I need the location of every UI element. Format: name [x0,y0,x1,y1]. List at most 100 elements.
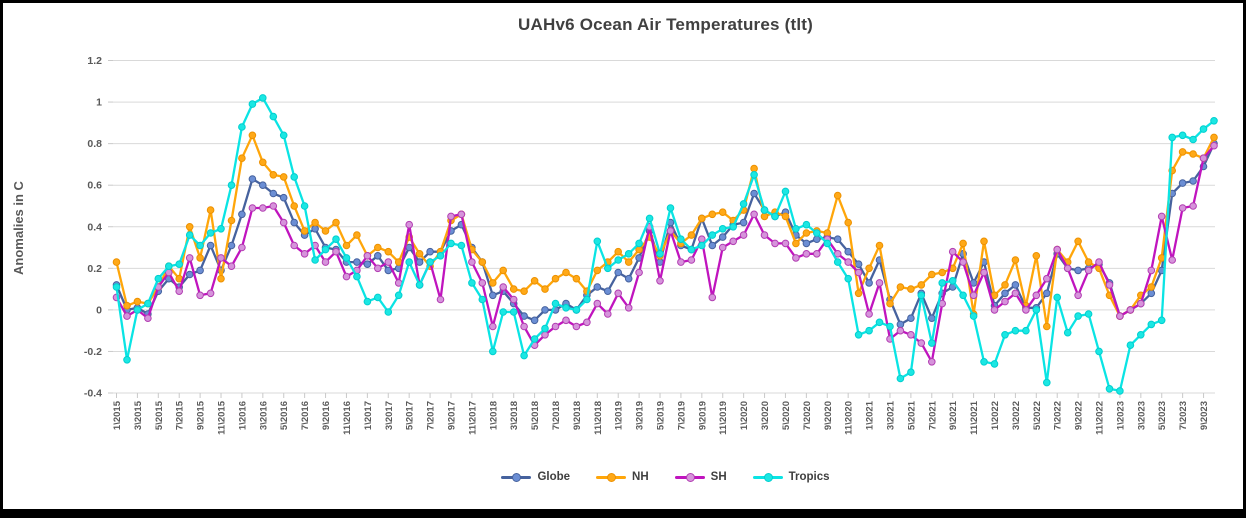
tropics-point [833,258,842,266]
tropics-point [645,214,654,223]
tropics-point [290,173,299,181]
sh-point [489,322,497,331]
globe-point [1011,281,1020,289]
svg-text:11\2017: 11\2017 [467,401,478,435]
legend-label-nh: NH [632,471,649,483]
tropics-point [656,250,664,258]
nh-point [112,258,121,266]
nh-point [185,223,194,231]
svg-text:3\2017: 3\2017 [384,401,395,430]
nh-point [614,247,623,256]
svg-text:9\2022: 9\2022 [1074,401,1085,430]
series-tropics-line [115,96,1216,393]
tropics-point [708,231,717,239]
chart-canvas: 1.2 1 0.8 0.6 0.4 0.2 0 -0.2 -0.4 1\2015 3\2015 5\2… [84,55,1218,435]
tropics-point [1063,328,1072,337]
sh-point [760,231,769,239]
sh-point [698,235,706,243]
nh-point [823,229,832,237]
chart-legend: Globe NH SH Tropics [113,471,1218,483]
tropics-point [802,220,811,229]
sh-point [677,258,685,266]
nh-point [123,301,131,310]
svg-text:3\2020: 3\2020 [760,401,771,430]
nh-point [886,299,894,308]
tropics-point [436,252,445,260]
svg-text:7\2022: 7\2022 [1053,401,1064,430]
tropics-point [948,277,957,285]
sh-point [865,310,873,318]
globe-point [426,247,434,256]
tropics-point [426,258,434,266]
nh-point [854,289,863,298]
globe-point [739,218,748,227]
globe-point [415,258,424,266]
globe-point [708,241,717,250]
sh-point [1084,266,1093,275]
svg-text:7\2017: 7\2017 [426,401,437,430]
globe-point [802,239,811,248]
sh-point [144,314,152,323]
sh-point [175,287,183,296]
globe-point [206,241,215,250]
nh-point [290,202,299,210]
nh-point [907,285,915,293]
globe-point [1074,266,1082,275]
nh-point [238,154,246,162]
sh-point [332,247,340,256]
globe-point [1178,179,1187,187]
nh-point [332,218,340,227]
nh-point [562,268,570,277]
nh-point [687,231,696,239]
sh-point [1157,212,1166,221]
svg-text:9\2015: 9\2015 [196,400,207,430]
sh-point [1063,264,1072,273]
series-sh-line [115,144,1216,363]
tropics-point [1126,341,1135,350]
globe-point [489,291,497,300]
sh-point [185,254,194,262]
svg-text:0.6: 0.6 [87,180,102,192]
tropics-point [1022,326,1030,335]
nh-point [938,268,947,277]
tropics-point [374,293,382,302]
sh-point [123,312,131,320]
sh-point [708,293,717,302]
sh-point [551,322,560,331]
sh-point [739,231,748,239]
nh-point [593,266,602,275]
sh-point [604,310,612,318]
tropics-point [604,264,612,273]
globe-point [541,306,549,314]
tropics-point [698,241,706,250]
sh-point [917,339,926,347]
svg-text:1.2: 1.2 [87,55,102,67]
nh-point [959,239,967,248]
globe-point [259,181,267,189]
nh-point [133,297,142,306]
svg-text:9\2019: 9\2019 [697,401,708,430]
nh-point [572,274,581,283]
nh-point [300,227,309,235]
tropics-point [771,212,779,221]
tropics-point [1168,133,1176,142]
sh-point [447,212,455,221]
legend-label-tropics: Tropics [788,471,830,483]
sh-point [948,247,957,256]
nh-point [217,274,225,283]
nh-point [750,164,758,173]
svg-text:5\2021: 5\2021 [906,400,917,430]
nh-point [792,239,800,248]
nh-point [499,266,508,275]
nh-point [321,227,330,235]
nh-point [1147,283,1156,291]
nh-point [760,212,769,221]
nh-point [415,250,424,258]
sh-point [635,268,643,277]
globe-point [269,189,278,198]
svg-text:1\2017: 1\2017 [363,401,374,430]
sh-point [1074,291,1082,300]
legend-marker-nh [607,472,617,482]
globe-point [353,258,361,266]
sh-point [300,250,309,258]
